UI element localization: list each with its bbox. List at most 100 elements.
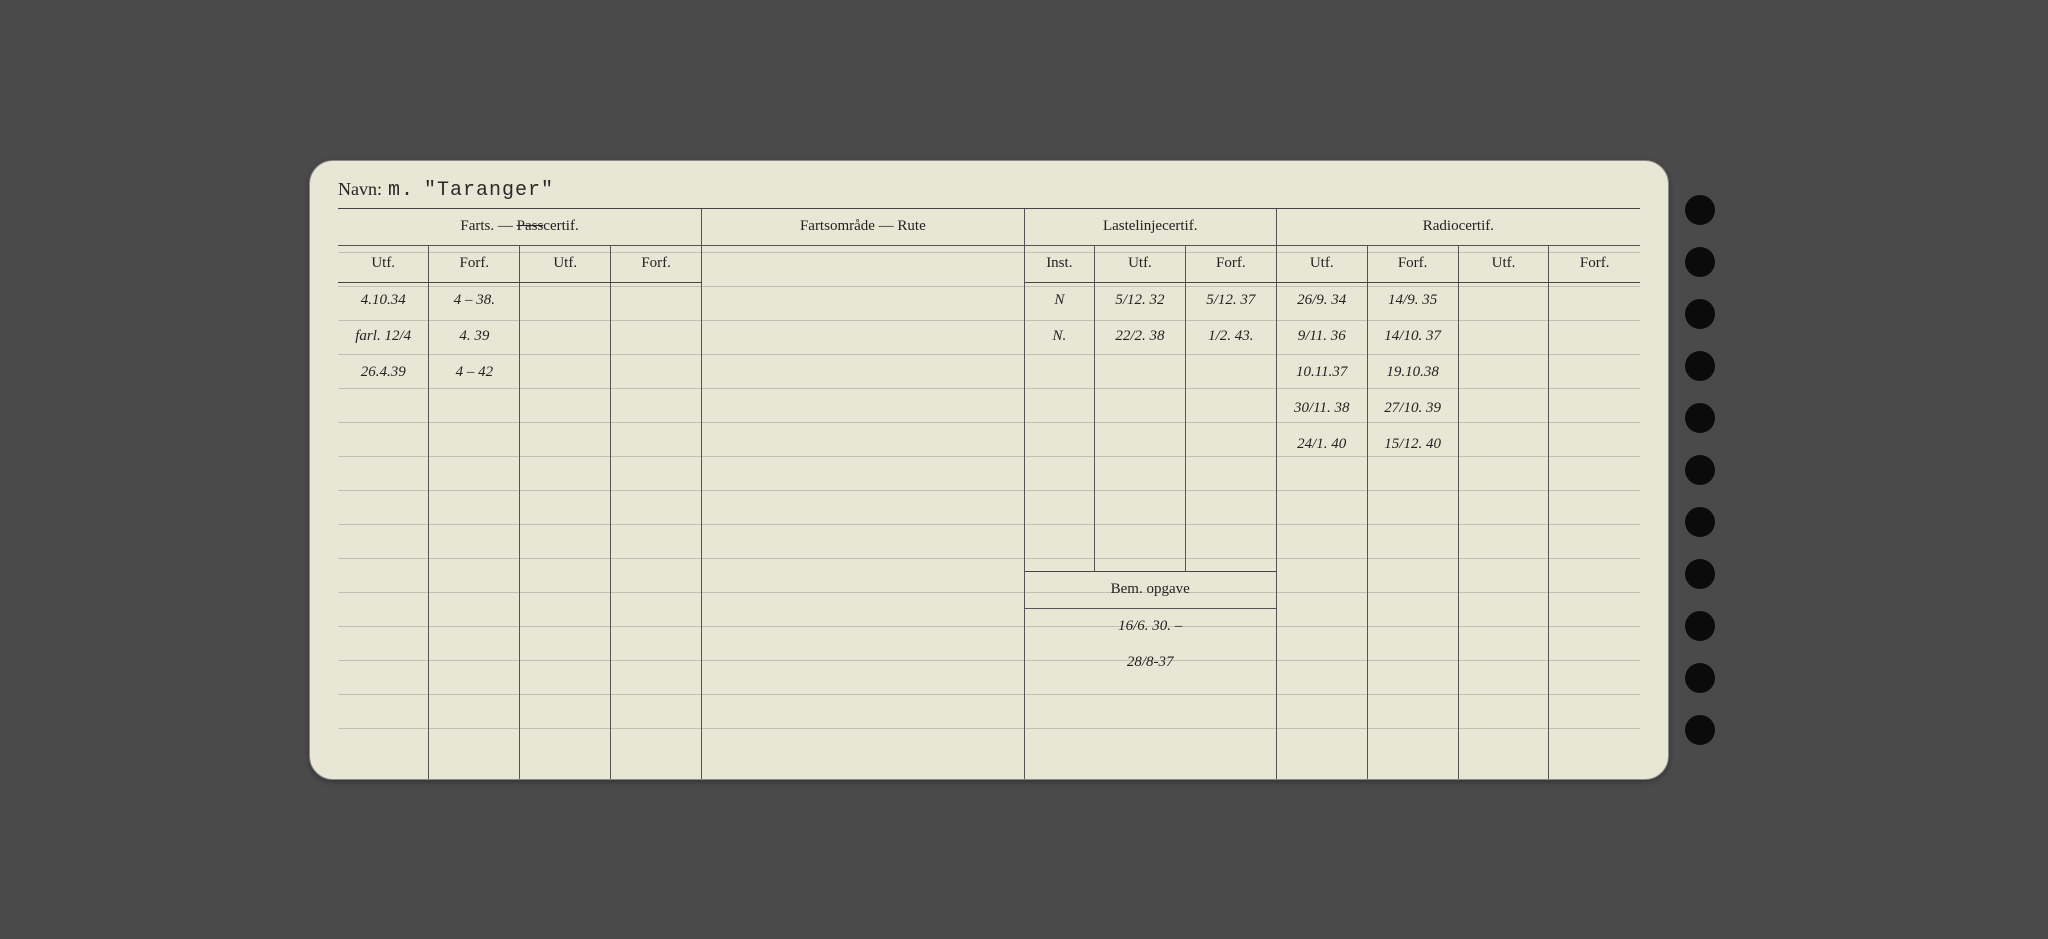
cell <box>1024 535 1094 572</box>
cell <box>1367 499 1458 535</box>
cell <box>1458 681 1549 717</box>
sub-utf: Utf. <box>1458 245 1549 282</box>
cell <box>429 499 520 535</box>
cell <box>1276 535 1367 572</box>
cell: 1/2. 43. <box>1185 319 1276 355</box>
cell <box>520 463 611 499</box>
cell <box>338 391 429 427</box>
cell <box>1276 753 1367 780</box>
cell <box>611 645 702 681</box>
group-laste: Lastelinjecertif. <box>1024 209 1276 246</box>
cell <box>520 535 611 572</box>
cell <box>338 427 429 463</box>
cell <box>520 499 611 535</box>
cell <box>429 463 520 499</box>
cell <box>429 391 520 427</box>
sub-forf: Forf. <box>611 245 702 282</box>
farts-text: Farts. — <box>460 218 516 234</box>
cell <box>1024 427 1094 463</box>
cell <box>1185 355 1276 391</box>
punch-hole-icon <box>1685 455 1715 485</box>
cell <box>611 282 702 319</box>
bem-row: 16/6. 30. – <box>1024 608 1276 645</box>
cell <box>1458 717 1549 753</box>
cell: 9/11. 36 <box>1276 319 1367 355</box>
cell: 30/11. 38 <box>1276 391 1367 427</box>
cell <box>1549 681 1640 717</box>
sub-utf: Utf. <box>1276 245 1367 282</box>
cell <box>429 427 520 463</box>
cell <box>1458 535 1549 572</box>
sub-rute-blank <box>702 245 1025 282</box>
cell <box>1458 463 1549 499</box>
group-farts: Farts. — Passcertif. <box>338 209 702 246</box>
cell <box>429 681 520 717</box>
cell <box>1458 753 1549 780</box>
cell <box>1549 355 1640 391</box>
cell <box>1549 571 1640 608</box>
cell <box>611 427 702 463</box>
cell <box>611 535 702 572</box>
punch-holes <box>1669 160 1739 780</box>
rute-column <box>702 282 1025 780</box>
cell <box>611 608 702 645</box>
cell: N <box>1024 282 1094 319</box>
cell <box>1024 499 1094 535</box>
sub-forf: Forf. <box>429 245 520 282</box>
cell <box>1549 535 1640 572</box>
cell <box>520 717 611 753</box>
group-radio: Radiocertif. <box>1276 209 1640 246</box>
cell <box>1095 463 1186 499</box>
cell <box>1185 391 1276 427</box>
cell <box>1549 463 1640 499</box>
cell <box>520 427 611 463</box>
cell <box>1367 571 1458 608</box>
cell <box>1549 717 1640 753</box>
cell: 15/12. 40 <box>1367 427 1458 463</box>
cell: 4. 39 <box>429 319 520 355</box>
sub-forf: Forf. <box>1185 245 1276 282</box>
certificate-table: Farts. — Passcertif. Fartsområde — Rute … <box>338 209 1640 780</box>
cell <box>611 681 702 717</box>
cell <box>1458 391 1549 427</box>
cell <box>1549 319 1640 355</box>
punch-hole-icon <box>1685 611 1715 641</box>
cell <box>1458 608 1549 645</box>
cell <box>1024 391 1094 427</box>
cell <box>1367 463 1458 499</box>
cell <box>1276 645 1367 681</box>
cell <box>338 717 429 753</box>
cell: 14/10. 37 <box>1367 319 1458 355</box>
cell <box>1458 427 1549 463</box>
cell: farl. 12/4 <box>338 319 429 355</box>
cell <box>611 463 702 499</box>
cell: 24/1. 40 <box>1276 427 1367 463</box>
cell: 4.10.34 <box>338 282 429 319</box>
cell <box>1549 427 1640 463</box>
cell <box>611 499 702 535</box>
cell <box>1549 608 1640 645</box>
cell <box>1367 535 1458 572</box>
cell <box>611 753 702 780</box>
cell <box>1276 717 1367 753</box>
cell <box>1276 681 1367 717</box>
punch-hole-icon <box>1685 351 1715 381</box>
cell <box>429 535 520 572</box>
cell <box>520 391 611 427</box>
sub-utf: Utf. <box>338 245 429 282</box>
cell <box>1458 645 1549 681</box>
cell <box>611 571 702 608</box>
cell <box>1549 645 1640 681</box>
cell <box>1095 535 1186 572</box>
cell: 4 – 42 <box>429 355 520 391</box>
cell <box>1185 463 1276 499</box>
cell <box>611 717 702 753</box>
punch-hole-icon <box>1685 247 1715 277</box>
cell <box>520 319 611 355</box>
navn-row: Navn: m. "Taranger" <box>338 179 1640 209</box>
sub-forf: Forf. <box>1549 245 1640 282</box>
cell <box>429 571 520 608</box>
cell <box>520 753 611 780</box>
cell: 14/9. 35 <box>1367 282 1458 319</box>
cell <box>1095 391 1186 427</box>
